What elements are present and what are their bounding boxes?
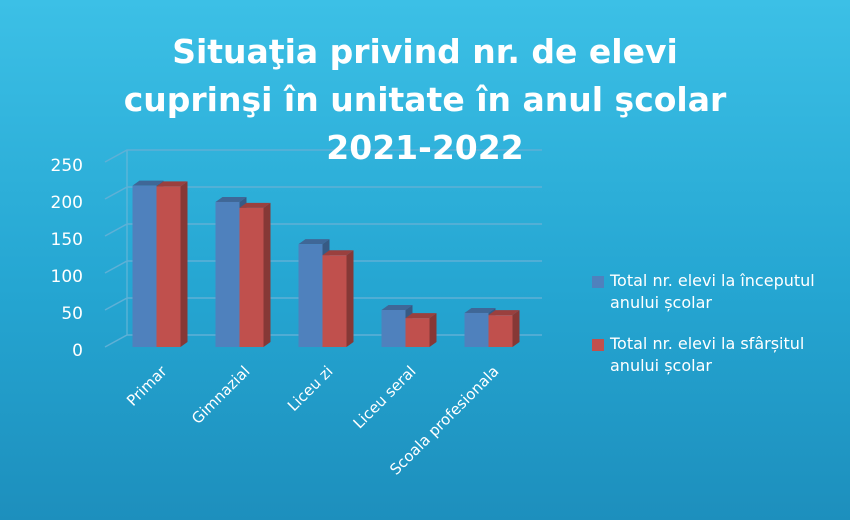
bar-top xyxy=(488,310,520,316)
bar-top xyxy=(239,202,271,208)
legend-item: Total nr. elevi la începutul anului școl… xyxy=(592,270,840,314)
chart-title: Situaţia privind nr. de elevi cuprinşi î… xyxy=(123,32,727,167)
bar xyxy=(298,244,323,347)
grid-line xyxy=(104,186,542,200)
bar-side xyxy=(429,313,437,347)
legend-swatch xyxy=(592,276,604,288)
bar xyxy=(381,310,406,347)
grid-line xyxy=(104,223,542,237)
legend-label: Total nr. elevi la începutul anului școl… xyxy=(610,271,815,312)
bar xyxy=(464,312,489,347)
bar-top xyxy=(322,250,354,256)
grid-line xyxy=(104,260,542,274)
bar-side xyxy=(180,181,188,347)
bar-top xyxy=(156,181,188,187)
x-tick-label: Liceu zi xyxy=(284,362,337,415)
y-tick-label: 100 xyxy=(51,267,83,287)
bar-top xyxy=(381,305,413,310)
bar xyxy=(132,185,157,347)
grid-line xyxy=(104,149,542,163)
y-tick-label: 50 xyxy=(61,304,83,324)
grid-line xyxy=(104,297,542,311)
bar xyxy=(215,201,240,347)
x-tick-label: Gimnazial xyxy=(188,362,253,427)
bar xyxy=(322,255,347,347)
y-tick-label: 0 xyxy=(72,341,83,361)
bar-side xyxy=(512,310,520,347)
bar xyxy=(488,315,513,347)
bar xyxy=(156,186,181,347)
legend-label: Total nr. elevi la sfârșitul anului școl… xyxy=(610,334,805,375)
bar-top xyxy=(132,180,164,186)
bar-top xyxy=(298,239,330,245)
y-tick-label: 250 xyxy=(51,156,83,176)
y-tick-label: 200 xyxy=(51,193,83,213)
legend-item: Total nr. elevi la sfârșitul anului școl… xyxy=(592,333,840,377)
bar-top xyxy=(215,196,247,202)
bar-top xyxy=(405,313,437,319)
bar xyxy=(239,207,264,347)
legend-swatch xyxy=(592,339,604,351)
x-tick-label: Liceu seral xyxy=(350,362,420,432)
bar-side xyxy=(263,202,271,347)
x-tick-label: Primar xyxy=(123,362,171,410)
bar xyxy=(405,318,430,347)
y-tick-label: 150 xyxy=(51,230,83,250)
bar-side xyxy=(346,250,354,347)
bar-top xyxy=(464,307,496,313)
